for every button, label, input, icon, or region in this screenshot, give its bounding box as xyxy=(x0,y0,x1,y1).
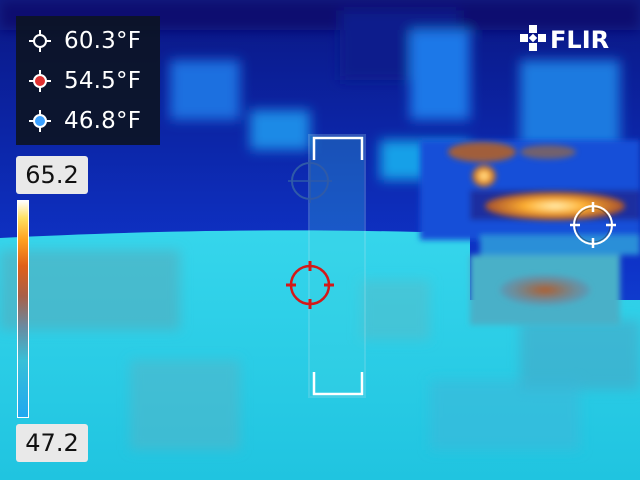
spot-crosshair-blue-icon xyxy=(16,101,64,141)
scale-min-value: 47.2 xyxy=(16,424,88,462)
readout-row-center: 54.5°F xyxy=(16,61,160,101)
readout-value-min: 46.8°F xyxy=(64,108,142,134)
flir-logo: FLIR xyxy=(520,24,620,56)
thermal-ground-texture xyxy=(0,250,640,450)
scale-max-value: 65.2 xyxy=(16,156,88,194)
temperature-colorbar xyxy=(17,200,29,418)
spot-marker-red xyxy=(286,261,334,309)
readout-row-min: 46.8°F xyxy=(16,101,160,141)
spot-crosshair-red-icon xyxy=(16,61,64,101)
flir-snowflake-icon xyxy=(520,25,546,55)
readout-value-center: 54.5°F xyxy=(64,68,142,94)
thermal-hot-spots xyxy=(448,142,625,305)
spot-marker-white xyxy=(570,202,616,248)
readout-value-max: 60.3°F xyxy=(64,28,142,54)
measurement-box xyxy=(308,134,366,398)
flir-logo-text: FLIR xyxy=(550,26,610,54)
spot-marker-blue xyxy=(288,159,332,203)
spot-crosshair-white-icon xyxy=(16,21,64,61)
temperature-readout-panel: 60.3°F 54.5°F 46.8°F xyxy=(16,16,160,145)
thermal-sky-texture xyxy=(0,0,640,180)
readout-row-max: 60.3°F xyxy=(16,21,160,61)
